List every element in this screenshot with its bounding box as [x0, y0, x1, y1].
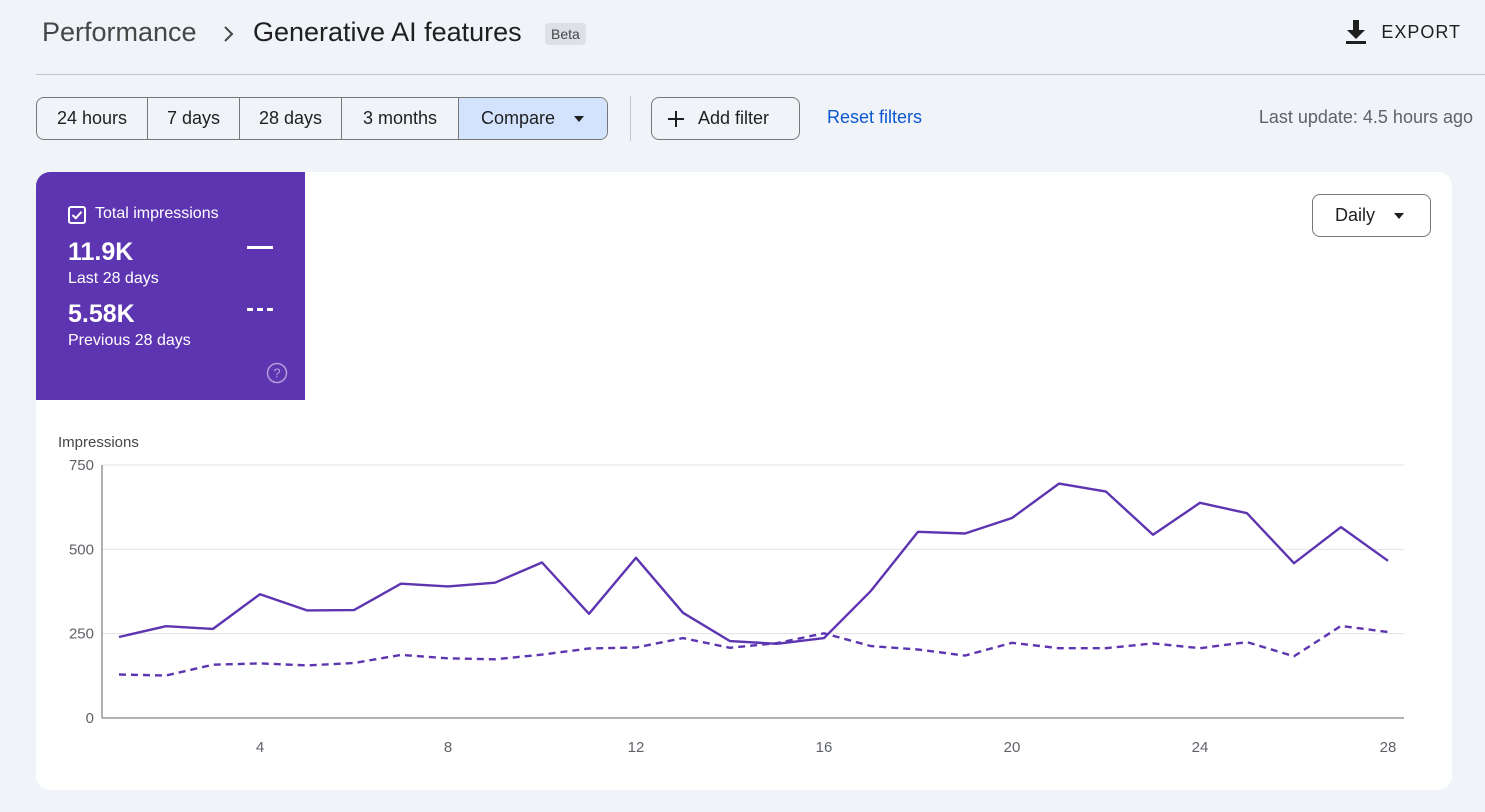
x-tick-label: 12 [628, 739, 645, 756]
legend-dashed-line [247, 308, 273, 311]
granularity-dropdown[interactable]: Daily [1312, 194, 1431, 237]
last-update-text: Last update: 4.5 hours ago [1258, 107, 1473, 127]
export-label: EXPORT [1381, 21, 1461, 42]
y-tick-label: 500 [69, 541, 94, 558]
previous-period: Previous 28 days [68, 332, 191, 349]
impressions-chart: Impressions 0 250 500 750 4 8 12 16 20 24 28 [58, 434, 1404, 756]
metric-label: Total impressions [95, 205, 219, 222]
range-24-hours-button[interactable]: 24 hours [37, 98, 148, 139]
caret-down-icon [574, 115, 585, 122]
current-period-line [118, 482, 1389, 645]
total-impressions-metric[interactable]: Total impressions 11.9K Last 28 days 5.5… [36, 172, 305, 400]
current-period: Last 28 days [68, 270, 159, 287]
performance-card: Impressions 0 250 500 750 4 8 12 16 20 24 28 Total … [36, 172, 1452, 790]
previous-value: 5.58K [68, 300, 135, 328]
export-button[interactable]: EXPORT [1345, 18, 1461, 46]
x-tick-label: 24 [1192, 739, 1209, 756]
download-icon [1346, 20, 1367, 44]
page-title: Generative AI features [253, 17, 522, 47]
x-tick-label: 8 [444, 739, 452, 756]
breadcrumb-performance[interactable]: Performance [42, 17, 197, 47]
compare-dropdown[interactable]: Compare [459, 98, 607, 139]
help-icon[interactable]: ? [266, 362, 288, 384]
date-range-selector: 24 hours 7 days 28 days 3 months Compare [36, 97, 608, 140]
granularity-label: Daily [1335, 205, 1376, 225]
plus-icon [668, 110, 684, 127]
svg-text:?: ? [273, 366, 280, 381]
add-filter-button[interactable]: Add filter [651, 97, 800, 140]
x-tick-label: 20 [1004, 739, 1021, 756]
previous-period-line [118, 624, 1389, 677]
checkbox-checked-icon[interactable] [68, 206, 86, 224]
y-tick-label: 750 [69, 457, 94, 474]
current-value: 11.9K [68, 238, 134, 266]
chevron-right-icon [224, 26, 234, 42]
x-tick-label: 4 [256, 739, 264, 756]
y-axis-label: Impressions [58, 434, 139, 451]
add-filter-label: Add filter [698, 108, 770, 128]
reset-filters-link[interactable]: Reset filters [827, 107, 923, 127]
range-7-days-button[interactable]: 7 days [148, 98, 240, 139]
beta-badge: Beta [545, 23, 586, 45]
x-tick-label: 28 [1380, 739, 1397, 756]
y-tick-label: 0 [86, 710, 94, 727]
range-3-months-button[interactable]: 3 months [342, 98, 459, 139]
legend-solid-line [247, 246, 273, 249]
page-header: Performance Generative AI features Beta … [0, 0, 1485, 75]
range-28-days-button[interactable]: 28 days [240, 98, 342, 139]
x-tick-label: 16 [816, 739, 833, 756]
y-tick-label: 250 [69, 626, 94, 643]
header-divider [36, 74, 1485, 75]
compare-label: Compare [480, 108, 556, 128]
toolbar-separator [630, 96, 631, 141]
caret-down-icon [1394, 212, 1405, 219]
